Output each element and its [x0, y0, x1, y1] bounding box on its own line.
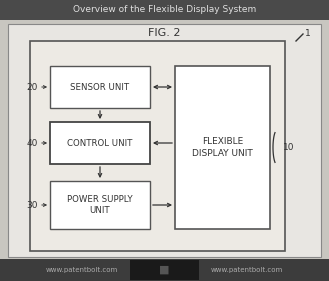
- Text: www.patentbolt.com: www.patentbolt.com: [211, 267, 283, 273]
- Bar: [50, 181, 150, 229]
- Text: 30: 30: [27, 201, 38, 210]
- Text: www.patentbolt.com: www.patentbolt.com: [46, 267, 118, 273]
- Text: 40: 40: [27, 139, 38, 148]
- Bar: [130, 260, 199, 280]
- Text: POWER SUPPLY
UNIT: POWER SUPPLY UNIT: [67, 195, 133, 216]
- Text: 10: 10: [283, 143, 294, 152]
- Text: ■: ■: [159, 265, 170, 275]
- Text: 1: 1: [305, 28, 311, 37]
- Text: Overview of the Flexible Display System: Overview of the Flexible Display System: [73, 6, 256, 15]
- Text: CONTROL UNIT: CONTROL UNIT: [67, 139, 133, 148]
- Text: FLEXIBLE
DISPLAY UNIT: FLEXIBLE DISPLAY UNIT: [192, 137, 253, 158]
- Bar: [175, 66, 270, 229]
- Bar: [50, 66, 150, 108]
- Bar: [30, 41, 285, 251]
- Bar: [50, 122, 150, 164]
- Bar: [0, 259, 329, 281]
- Bar: [8, 24, 321, 257]
- Text: SENSOR UNIT: SENSOR UNIT: [70, 83, 130, 92]
- Bar: [0, 0, 329, 20]
- Text: FIG. 2: FIG. 2: [148, 28, 180, 38]
- Text: 20: 20: [27, 83, 38, 92]
